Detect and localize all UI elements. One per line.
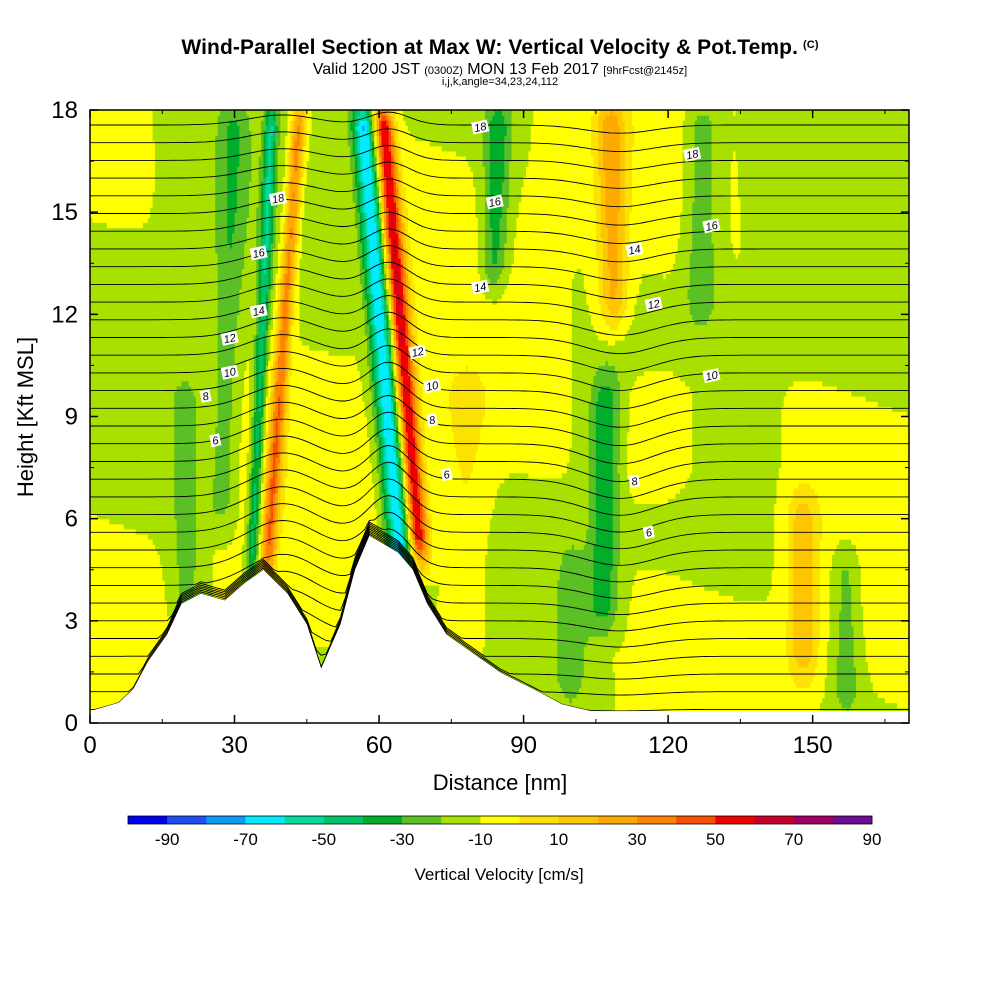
- cross-section-chart: 181614121086181614121086181614121086 0 30…: [0, 0, 1000, 1000]
